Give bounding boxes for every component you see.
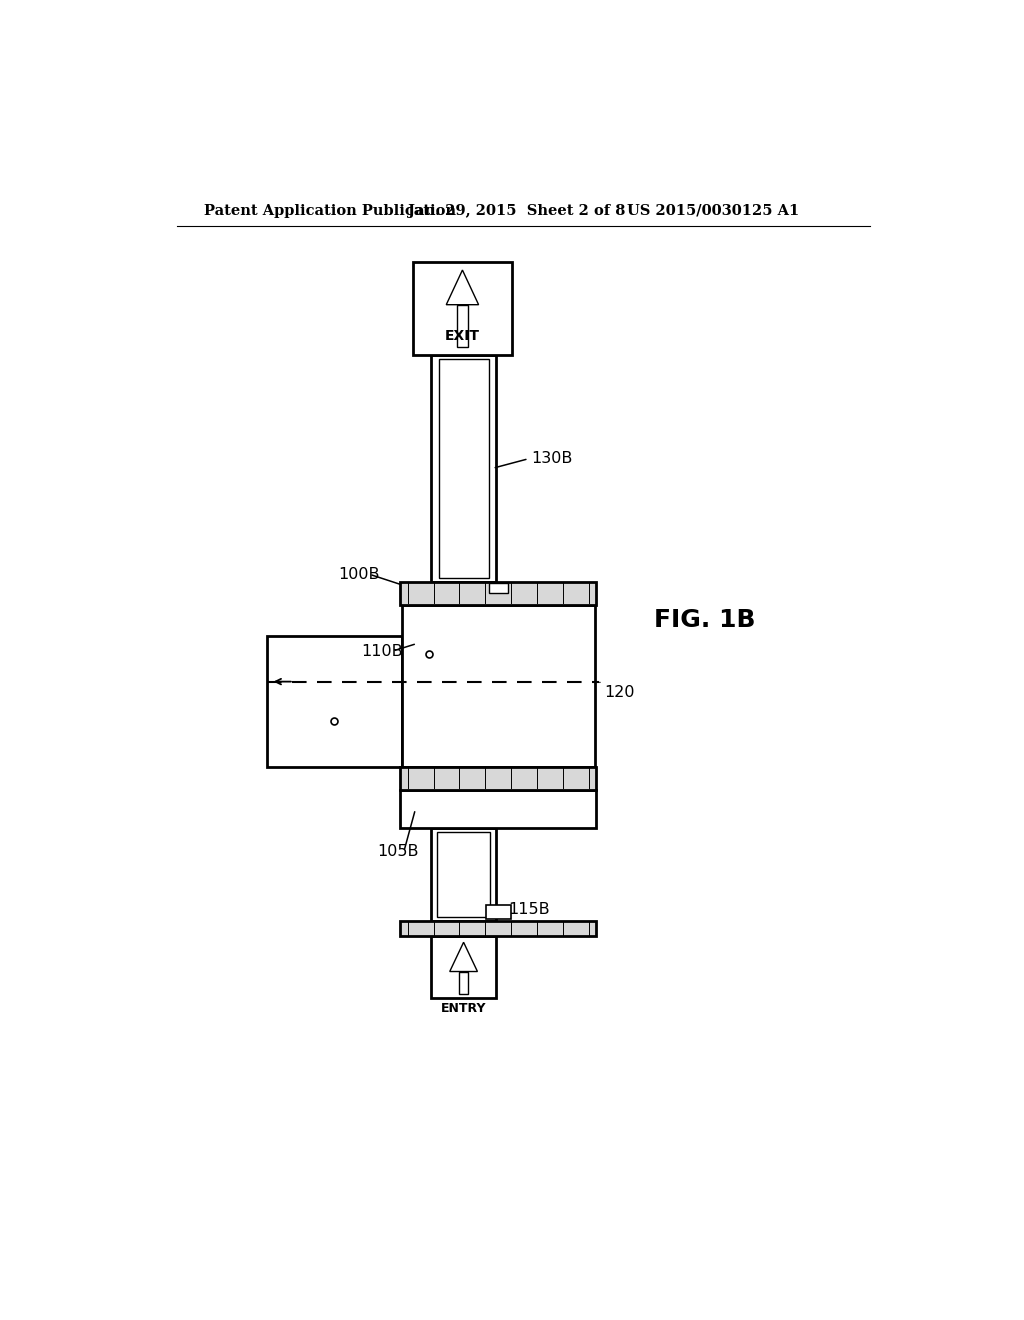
Bar <box>486 906 511 919</box>
Text: 115B: 115B <box>508 902 550 916</box>
Bar <box>401 605 595 767</box>
Bar <box>431 829 497 921</box>
Text: 110B: 110B <box>361 644 403 659</box>
Bar <box>431 355 497 582</box>
Text: FIG. 1B: FIG. 1B <box>654 609 756 632</box>
Text: EXIT: EXIT <box>445 329 480 343</box>
Text: Jan. 29, 2015  Sheet 2 of 8: Jan. 29, 2015 Sheet 2 of 8 <box>408 203 625 218</box>
Polygon shape <box>450 942 477 972</box>
Bar <box>437 832 490 917</box>
Bar <box>400 767 596 789</box>
Text: US 2015/0030125 A1: US 2015/0030125 A1 <box>628 203 800 218</box>
Bar <box>400 921 596 936</box>
Bar <box>400 789 596 829</box>
Bar <box>413 263 512 355</box>
Bar <box>400 582 596 605</box>
Text: 120: 120 <box>604 685 635 701</box>
Polygon shape <box>446 271 478 305</box>
Bar <box>431 936 497 998</box>
Bar <box>488 583 508 593</box>
Bar <box>438 359 488 578</box>
Text: Patent Application Publication: Patent Application Publication <box>204 203 456 218</box>
Bar <box>267 636 401 767</box>
Text: 130B: 130B <box>531 451 572 466</box>
Bar <box>457 305 468 347</box>
Text: ENTRY: ENTRY <box>441 1002 486 1015</box>
Text: 100B: 100B <box>339 566 380 582</box>
Text: 105B: 105B <box>377 843 419 859</box>
Bar <box>459 972 468 994</box>
